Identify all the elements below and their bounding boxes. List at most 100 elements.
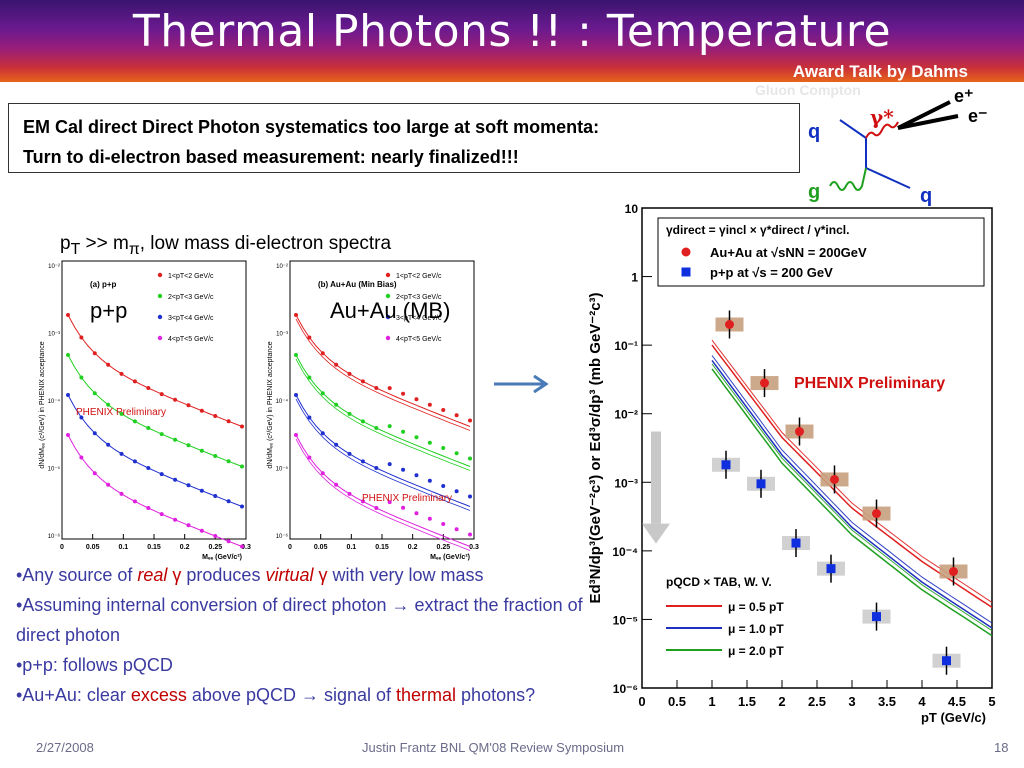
legend-ratio-formula: γdirect = γincl × γ*direct / γ*incl.	[666, 223, 849, 237]
data-point-pp	[942, 656, 951, 666]
small-data-point	[441, 522, 446, 527]
data-point-pp	[826, 564, 836, 574]
small-x-tick-label: 0.2	[180, 544, 190, 551]
pp-spectrum-plot: 0 0.05 0.1 0.15 0.2 0.25 0.3 10⁻² 10⁻³ 10⁻⁴ 10⁻⁵ 10…	[39, 260, 251, 561]
title-bar	[0, 0, 1024, 82]
small-x-tick-label: 0.3	[469, 544, 479, 551]
small-data-point	[226, 499, 231, 504]
b1-mid: produces	[181, 565, 266, 585]
small-legend-marker	[385, 293, 391, 299]
legend-label-auau: Au+Au at √sNN = 200GeV	[710, 245, 867, 260]
small-data-point	[226, 419, 231, 424]
data-point-auau	[795, 427, 804, 437]
pqcd-legend-label-2: μ = 2.0 pT	[728, 644, 784, 658]
small-data-point	[414, 473, 419, 478]
phenix-preliminary-label: PHENIX Preliminary	[794, 375, 945, 392]
quark-out-label: q	[920, 185, 932, 207]
small-data-point	[199, 488, 204, 493]
small-data-point	[454, 413, 459, 418]
heading-text: , low mass di-electron spectra	[139, 233, 392, 254]
small-x-tick-label: 0.15	[375, 544, 389, 551]
quark-in-label: q	[808, 121, 820, 143]
x-tick-label: 2.5	[808, 694, 826, 709]
small-data-point	[213, 494, 218, 499]
small-data-point	[119, 491, 124, 496]
gamma-star-label: γ*	[870, 105, 894, 129]
small-y-tick-label: 10⁻⁴	[48, 398, 61, 405]
diagram-faint-label: Gluon Compton	[755, 82, 861, 98]
small-legend-marker	[157, 314, 163, 320]
small-data-point	[414, 397, 419, 402]
small-spectrum-band	[295, 358, 471, 471]
small-data-point	[186, 403, 191, 408]
x-tick-label: 2	[778, 694, 785, 709]
small-data-point	[199, 448, 204, 453]
small-legend-marker	[385, 272, 391, 278]
heading-p: p	[60, 233, 71, 254]
bullet-2: •Assuming internal conversion of direct …	[16, 595, 583, 645]
small-data-point	[92, 391, 97, 396]
data-point-pp	[721, 460, 731, 470]
small-data-point	[92, 351, 97, 356]
small-data-point	[374, 506, 379, 511]
small-data-point	[213, 534, 218, 539]
b4-post: photons?	[456, 685, 536, 705]
legend-marker-auau	[681, 247, 691, 257]
panel-tag: (b) Au+Au (Min Bias)	[318, 280, 397, 289]
pp-label: p+p	[90, 298, 128, 323]
small-x-tick-label: 0.1	[118, 544, 128, 551]
small-x-axis-label: Mₑₑ (GeV/c²)	[430, 554, 470, 561]
feynman-diagram: q q g γ* e⁺ e⁻	[808, 86, 988, 207]
small-data-point	[146, 506, 151, 511]
small-legend-label: 3<pT<4 GeV/c	[396, 315, 442, 322]
data-point-auau	[725, 320, 734, 330]
data-point-pp	[791, 538, 801, 548]
b4-mid: above pQCD → signal of	[186, 685, 397, 705]
small-data-point	[374, 386, 379, 391]
y-tick-label: 10⁻⁶	[613, 682, 638, 696]
small-data-point	[427, 516, 432, 521]
pqcd-curve-band-2	[711, 363, 993, 632]
pqcd-legend-label-1: μ = 1.0 pT	[728, 622, 784, 636]
small-data-point	[334, 482, 339, 487]
y-tick-label: 1	[631, 271, 638, 285]
small-data-point	[146, 426, 151, 431]
small-legend-marker	[157, 293, 163, 299]
award-label: Award Talk by Dahms	[792, 62, 968, 81]
data-point-pp	[756, 479, 766, 489]
small-spectrum-band	[295, 398, 471, 511]
small-data-point	[307, 375, 312, 380]
small-data-point	[387, 500, 392, 505]
small-phenix-preliminary: PHENIX Preliminary	[76, 407, 166, 418]
small-data-point	[414, 435, 419, 440]
callout-line-1: EM Cal direct Direct Photon systematics …	[23, 117, 600, 137]
footer-center: Justin Frantz BNL QM'08 Review Symposium	[362, 740, 625, 755]
small-data-point	[119, 371, 124, 376]
small-legend-label: 4<pT<5 GeV/c	[168, 336, 214, 343]
small-legend-marker	[157, 335, 163, 341]
x-tick-label: 3.5	[878, 694, 896, 709]
small-x-tick-label: 0	[60, 544, 64, 551]
small-data-point	[401, 505, 406, 510]
small-data-point	[320, 391, 325, 396]
small-data-point	[401, 391, 406, 396]
small-legend-marker	[385, 335, 391, 341]
small-data-point	[92, 471, 97, 476]
spectra-heading: pT >> mπ, low mass di-electron spectra	[60, 233, 391, 259]
pqcd-legend-label-0: μ = 0.5 pT	[728, 600, 784, 614]
callout-line-2: Turn to di-electron based measurement: n…	[23, 147, 519, 167]
small-data-point	[213, 454, 218, 459]
y-tick-label: 10⁻⁵	[613, 613, 638, 627]
pqcd-legend-title: pQCD × TAB, W. V.	[666, 575, 772, 589]
data-point-pp	[872, 612, 881, 622]
small-data-point	[294, 433, 298, 437]
callout-box: EM Cal direct Direct Photon systematics …	[8, 103, 800, 173]
small-data-point	[240, 424, 244, 429]
small-data-point	[132, 499, 137, 504]
small-data-point	[66, 353, 70, 357]
small-x-tick-label: 0.15	[147, 544, 161, 551]
small-data-point	[159, 512, 164, 517]
small-data-point	[468, 418, 472, 423]
small-y-axis-label: dN/dMₑₑ (c²/GeV) in PHENIX acceptance	[267, 341, 274, 468]
small-data-point	[347, 411, 352, 416]
